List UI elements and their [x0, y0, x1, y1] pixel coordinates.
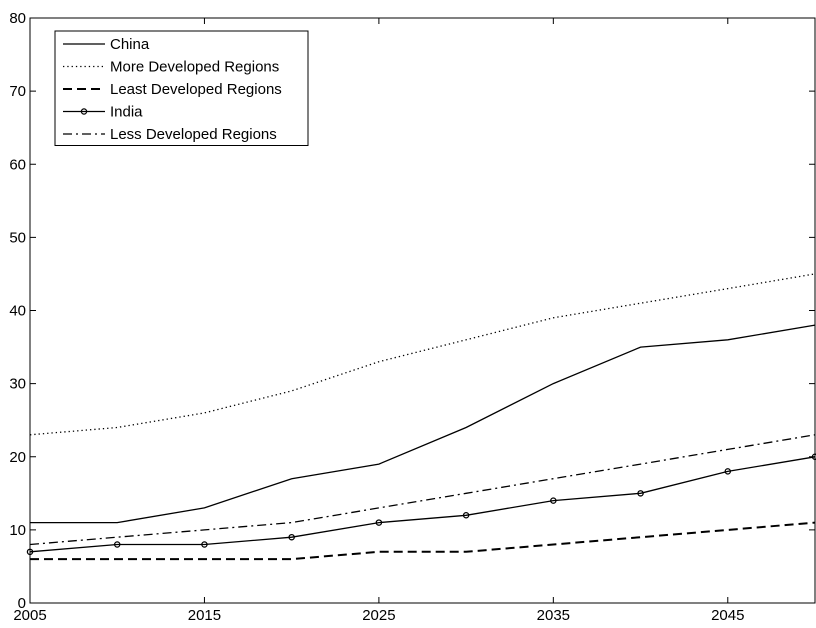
x-tick-label: 2035 [537, 607, 570, 623]
data-point-india [637, 490, 644, 497]
legend-label-china: China [110, 36, 150, 53]
series-line-more-developed-regions [29, 273, 816, 436]
x-tick-label: 2025 [362, 607, 395, 623]
series-line-china [30, 324, 816, 524]
legend-marker-india [80, 108, 88, 115]
data-point-india [375, 519, 383, 526]
y-tick-label: 80 [9, 10, 26, 27]
legend-label-india: India [110, 104, 143, 121]
x-tick-label: 2045 [711, 607, 744, 623]
data-point-india [462, 512, 470, 519]
y-tick-label: 60 [9, 156, 26, 173]
legend-label-least-developed-regions: Least Developed Regions [110, 81, 282, 98]
x-tick-label: 2015 [188, 607, 221, 623]
series-line-india [29, 456, 816, 553]
x-tick-label: 2005 [13, 607, 46, 623]
legend-label-more-developed-regions: More Developed Regions [110, 59, 279, 76]
y-tick-label: 0 [18, 595, 26, 612]
data-point-india [201, 541, 208, 548]
y-tick-label: 70 [9, 83, 26, 100]
y-tick-label: 30 [9, 376, 26, 393]
data-point-india [113, 541, 121, 548]
legend-label-less-developed-regions: Less Developed Regions [110, 126, 277, 143]
y-tick-label: 20 [9, 449, 26, 466]
series-line-least-developed-regions [30, 521, 816, 561]
data-point-india [811, 453, 816, 460]
series-line-less-developed-regions [29, 434, 816, 546]
y-tick-label: 10 [9, 522, 26, 539]
data-point-india [288, 533, 295, 541]
data-point-india [26, 548, 34, 556]
data-point-india [550, 497, 557, 504]
y-tick-label: 40 [9, 303, 26, 320]
y-tick-label: 50 [9, 229, 26, 246]
data-point-india [724, 468, 732, 475]
